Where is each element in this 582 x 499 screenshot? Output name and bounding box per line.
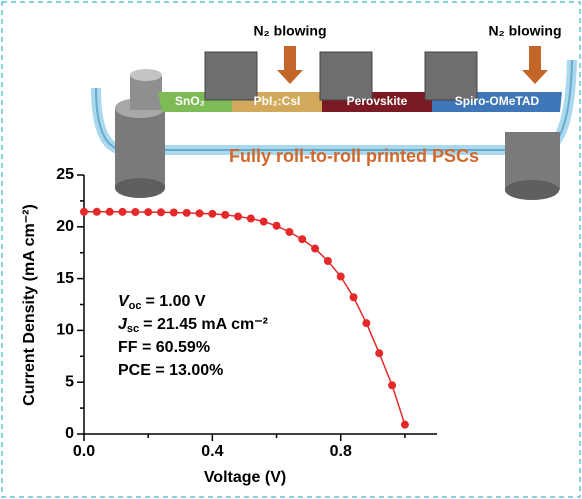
data-point bbox=[119, 208, 127, 216]
data-point bbox=[311, 245, 319, 253]
layer-label: Perovskite bbox=[347, 94, 408, 108]
y-axis-label: Current Density (mA cm⁻²) bbox=[21, 204, 38, 406]
y-tick-label: 20 bbox=[56, 218, 74, 235]
y-tick-label: 25 bbox=[56, 166, 74, 183]
data-point bbox=[157, 208, 165, 216]
data-point bbox=[131, 208, 139, 216]
y-tick-label: 0 bbox=[65, 425, 74, 442]
data-point bbox=[273, 222, 281, 230]
x-tick-label: 0.4 bbox=[201, 443, 223, 460]
figure: N₂ blowing N₂ blowing SnO₂ PbI₂:CsI Pero… bbox=[0, 0, 582, 499]
print-head bbox=[205, 52, 257, 100]
roller bbox=[130, 69, 162, 81]
data-point bbox=[362, 319, 370, 327]
data-point bbox=[234, 212, 242, 220]
data-point bbox=[298, 235, 306, 243]
print-head bbox=[320, 52, 372, 100]
roller bbox=[115, 108, 165, 188]
data-point bbox=[208, 210, 216, 218]
data-point bbox=[375, 349, 383, 357]
layer-label: PbI₂:CsI bbox=[254, 94, 301, 108]
annotation-subscript: oc bbox=[129, 300, 142, 312]
annotation-text: FF = 60.59% bbox=[118, 339, 210, 356]
data-point bbox=[221, 211, 229, 219]
annotation: Voc= 1.00 V bbox=[118, 293, 206, 312]
label: N₂ blowing bbox=[253, 23, 326, 39]
page: N₂ blowing N₂ blowing SnO₂ PbI₂:CsI Pero… bbox=[0, 0, 582, 499]
arrow bbox=[522, 46, 548, 84]
data-point bbox=[247, 215, 255, 223]
layer-label: Spiro-OMeTAD bbox=[455, 94, 540, 108]
data-point bbox=[324, 257, 332, 265]
data-point bbox=[388, 381, 396, 389]
data-point bbox=[337, 273, 345, 281]
print-head bbox=[425, 52, 477, 100]
annotation-text: = 1.00 V bbox=[146, 293, 206, 310]
data-point bbox=[144, 208, 152, 216]
label: N₂ blowing bbox=[488, 23, 561, 39]
arrow bbox=[277, 46, 303, 84]
annotation-subscript: sc bbox=[127, 323, 139, 335]
data-point bbox=[80, 208, 88, 216]
annotation-text: = 21.45 mA cm⁻² bbox=[143, 316, 268, 333]
annotation: Jsc= 21.45 mA cm⁻² bbox=[118, 316, 268, 335]
data-point bbox=[93, 208, 101, 216]
data-point bbox=[183, 209, 191, 217]
data-point bbox=[106, 208, 114, 216]
x-tick-label: 0.8 bbox=[330, 443, 352, 460]
layer-label: SnO₂ bbox=[175, 94, 205, 108]
annotation: FF = 60.59% bbox=[118, 339, 210, 356]
annotation-text: PCE = 13.00% bbox=[118, 362, 223, 379]
caption: Fully roll-to-roll printed PSCs bbox=[229, 146, 479, 166]
x-tick-label: 0.0 bbox=[73, 443, 95, 460]
illustration: N₂ blowing N₂ blowing SnO₂ PbI₂:CsI Pero… bbox=[96, 23, 572, 200]
data-point bbox=[401, 421, 409, 429]
x-axis-label: Voltage (V) bbox=[204, 469, 286, 486]
data-point bbox=[350, 293, 358, 301]
y-tick-label: 5 bbox=[65, 373, 74, 390]
data-point bbox=[285, 228, 293, 236]
chart: Voltage (V) Current Density (mA cm⁻²) 0 5… bbox=[21, 166, 437, 486]
roller bbox=[115, 178, 165, 198]
data-point bbox=[196, 209, 204, 217]
y-tick-label: 10 bbox=[56, 322, 74, 339]
roller bbox=[505, 180, 559, 200]
data-point bbox=[260, 218, 268, 226]
data-point bbox=[170, 209, 178, 217]
annotation: PCE = 13.00% bbox=[118, 362, 223, 379]
y-tick-label: 15 bbox=[56, 270, 74, 287]
